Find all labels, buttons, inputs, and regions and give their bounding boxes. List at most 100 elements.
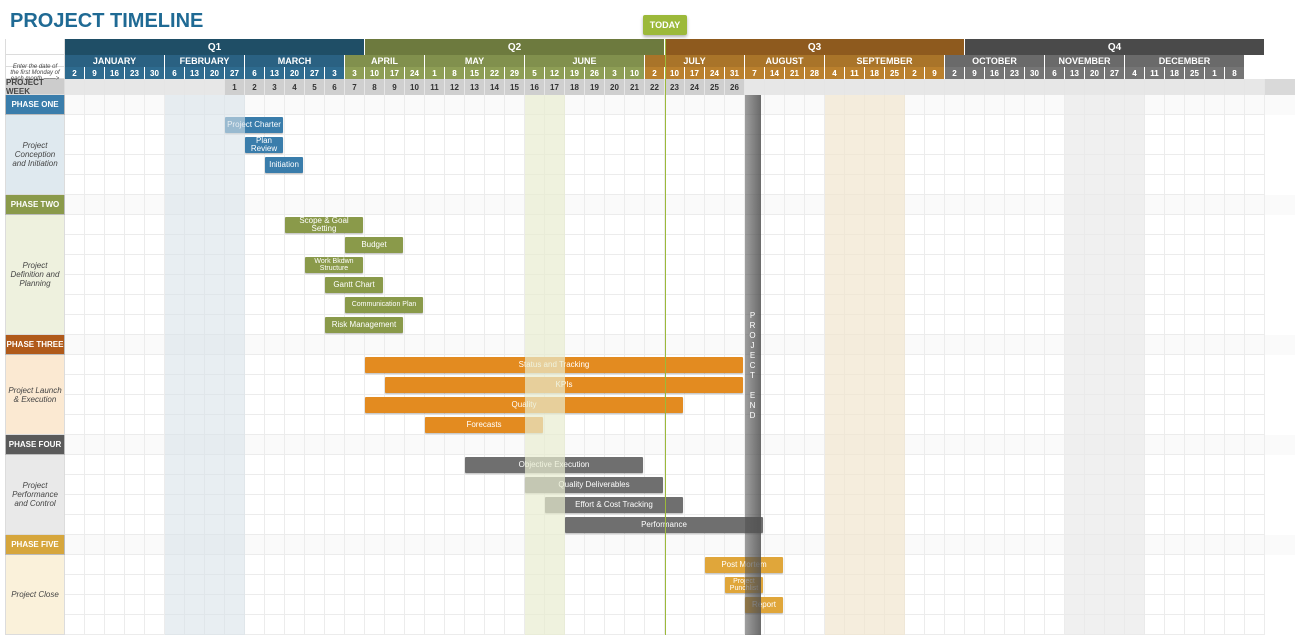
gantt-cell	[925, 355, 945, 375]
gantt-cell	[385, 195, 405, 215]
task-bar[interactable]: Work Bkdwn Structure	[305, 257, 363, 273]
gantt-cell	[125, 395, 145, 415]
gantt-cell	[1225, 295, 1245, 315]
gantt-cell	[605, 195, 625, 215]
gantt-cell	[705, 175, 725, 195]
task-bar[interactable]: Plan Review	[245, 137, 283, 153]
gantt-cell	[905, 255, 925, 275]
project-week-cell: 12	[445, 79, 465, 95]
gantt-cell	[965, 295, 985, 315]
gantt-cell	[665, 275, 685, 295]
gantt-cell	[305, 375, 325, 395]
gantt-cell	[785, 235, 805, 255]
day-header: 18	[1165, 67, 1185, 79]
gantt-cell	[785, 395, 805, 415]
gantt-cell	[385, 495, 405, 515]
gantt-cell	[1005, 415, 1025, 435]
gantt-cell	[1025, 175, 1045, 195]
gantt-cell	[985, 335, 1005, 355]
gantt-cell	[305, 595, 325, 615]
gantt-cell	[925, 275, 945, 295]
task-bar[interactable]: Initiation	[265, 157, 303, 173]
gantt-cell	[1045, 175, 1065, 195]
gantt-cell	[105, 195, 125, 215]
task-bar[interactable]: Budget	[345, 237, 403, 253]
gantt-cell	[105, 95, 125, 115]
project-week-cell: 14	[485, 79, 505, 95]
project-week-cell	[865, 79, 885, 95]
gantt-cell	[125, 355, 145, 375]
gantt-cell	[785, 535, 805, 555]
task-bar[interactable]: Scope & Goal Setting	[285, 217, 363, 233]
gantt-cell	[465, 195, 485, 215]
gantt-cell	[285, 475, 305, 495]
gantt-cell	[905, 95, 925, 115]
gantt-cell	[485, 195, 505, 215]
gantt-cell	[485, 435, 505, 455]
gantt-cell	[485, 555, 505, 575]
gantt-cell	[725, 395, 745, 415]
gantt-cell	[145, 175, 165, 195]
gantt-cell	[285, 315, 305, 335]
gantt-cell	[1045, 455, 1065, 475]
gantt-cell	[345, 515, 365, 535]
gantt-cell	[945, 615, 965, 635]
gantt-cell	[565, 555, 585, 575]
gantt-cell	[85, 155, 105, 175]
gantt-cell	[125, 235, 145, 255]
gantt-cell	[685, 275, 705, 295]
gantt-cell	[145, 235, 165, 255]
gantt-cell	[1025, 475, 1045, 495]
gantt-cell	[305, 335, 325, 355]
gantt-cell	[1025, 595, 1045, 615]
gantt-cell	[305, 235, 325, 255]
gantt-cell	[345, 535, 365, 555]
gantt-cell	[945, 135, 965, 155]
task-bar[interactable]: Quality	[365, 397, 683, 413]
gantt-cell	[1045, 235, 1065, 255]
gantt-cell	[925, 555, 945, 575]
task-bar[interactable]: Performance	[565, 517, 763, 533]
gantt-cell	[665, 95, 685, 115]
gantt-cell	[1245, 275, 1265, 295]
gantt-cell	[1205, 595, 1225, 615]
task-bar[interactable]: Effort & Cost Tracking	[545, 497, 683, 513]
gantt-cell	[125, 115, 145, 135]
gantt-cell	[565, 575, 585, 595]
project-week-cell	[1225, 79, 1245, 95]
gantt-cell	[465, 295, 485, 315]
gantt-cell	[365, 195, 385, 215]
gantt-cell	[105, 135, 125, 155]
gantt-cell	[985, 375, 1005, 395]
gantt-cell	[985, 355, 1005, 375]
column-shade	[525, 95, 565, 635]
gantt-cell	[405, 515, 425, 535]
task-bar[interactable]: Communication Plan	[345, 297, 423, 313]
gantt-cell	[945, 375, 965, 395]
day-header: 27	[1105, 67, 1125, 79]
gantt-cell	[605, 235, 625, 255]
gantt-cell	[65, 215, 85, 235]
day-header: 2	[65, 67, 85, 79]
task-bar[interactable]: Risk Management	[325, 317, 403, 333]
gantt-cell	[605, 275, 625, 295]
gantt-cell	[785, 335, 805, 355]
task-bar[interactable]: Gantt Chart	[325, 277, 383, 293]
gantt-cell	[985, 415, 1005, 435]
gantt-cell	[585, 135, 605, 155]
gantt-cell	[1205, 215, 1225, 235]
gantt-cell	[1185, 535, 1205, 555]
gantt-cell	[925, 615, 945, 635]
gantt-cell	[365, 495, 385, 515]
gantt-cell	[285, 295, 305, 315]
gantt-cell	[385, 155, 405, 175]
gantt-cell	[665, 615, 685, 635]
gantt-cell	[645, 555, 665, 575]
gantt-cell	[1205, 495, 1225, 515]
day-header: 24	[405, 67, 425, 79]
task-bar[interactable]: Post Mortem	[705, 557, 783, 573]
gantt-cell	[1165, 235, 1185, 255]
gantt-cell	[905, 395, 925, 415]
gantt-cell	[1025, 135, 1045, 155]
day-header: 14	[765, 67, 785, 79]
